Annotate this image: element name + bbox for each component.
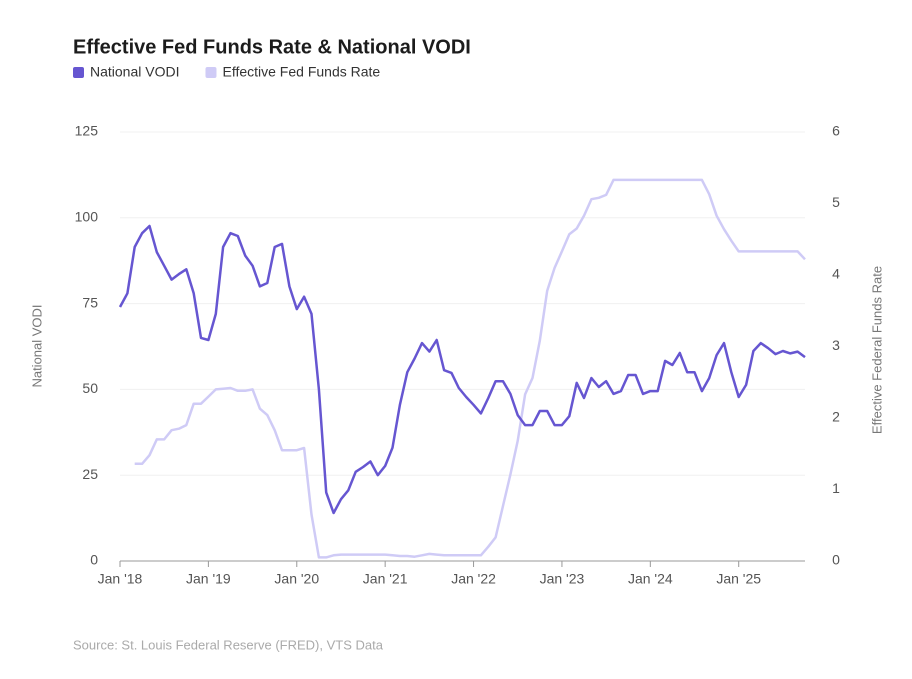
x-tick-label: Jan '20 — [274, 571, 319, 587]
x-tick-label: Jan '23 — [540, 571, 585, 587]
y-tick-label: 125 — [75, 123, 99, 139]
legend-label: Effective Fed Funds Rate — [222, 64, 380, 80]
y2-tick-label: 1 — [832, 480, 840, 496]
x-tick-label: Jan '18 — [98, 571, 143, 587]
y-tick-label: 25 — [82, 466, 98, 482]
y2-tick-label: 5 — [832, 194, 840, 210]
legend-swatch — [205, 67, 217, 78]
y-tick-label: 50 — [82, 380, 98, 396]
series-line — [134, 178, 806, 559]
x-tick-label: Jan '21 — [363, 571, 408, 587]
y-tick-label: 100 — [75, 209, 99, 225]
legend-swatch — [73, 67, 84, 78]
x-tick-label: Jan '19 — [186, 571, 231, 587]
y-tick-label: 0 — [90, 552, 98, 568]
y-axis-title: National VODI — [29, 304, 44, 387]
series-line — [118, 224, 806, 515]
y2-tick-label: 2 — [832, 409, 840, 425]
y2-tick-label: 0 — [832, 552, 840, 568]
x-tick-label: Jan '22 — [451, 571, 496, 587]
y-tick-label: 75 — [82, 294, 98, 310]
y2-tick-label: 6 — [832, 123, 840, 139]
x-tick-label: Jan '24 — [628, 571, 673, 587]
chart-title: Effective Fed Funds Rate & National VODI — [73, 36, 471, 58]
y2-axis-title: Effective Federal Funds Rate — [869, 266, 884, 434]
y2-tick-label: 3 — [832, 337, 840, 353]
y2-tick-label: 4 — [832, 266, 840, 282]
source-note: Source: St. Louis Federal Reserve (FRED)… — [73, 637, 384, 652]
legend-label: National VODI — [90, 64, 179, 80]
x-tick-label: Jan '25 — [716, 571, 761, 587]
